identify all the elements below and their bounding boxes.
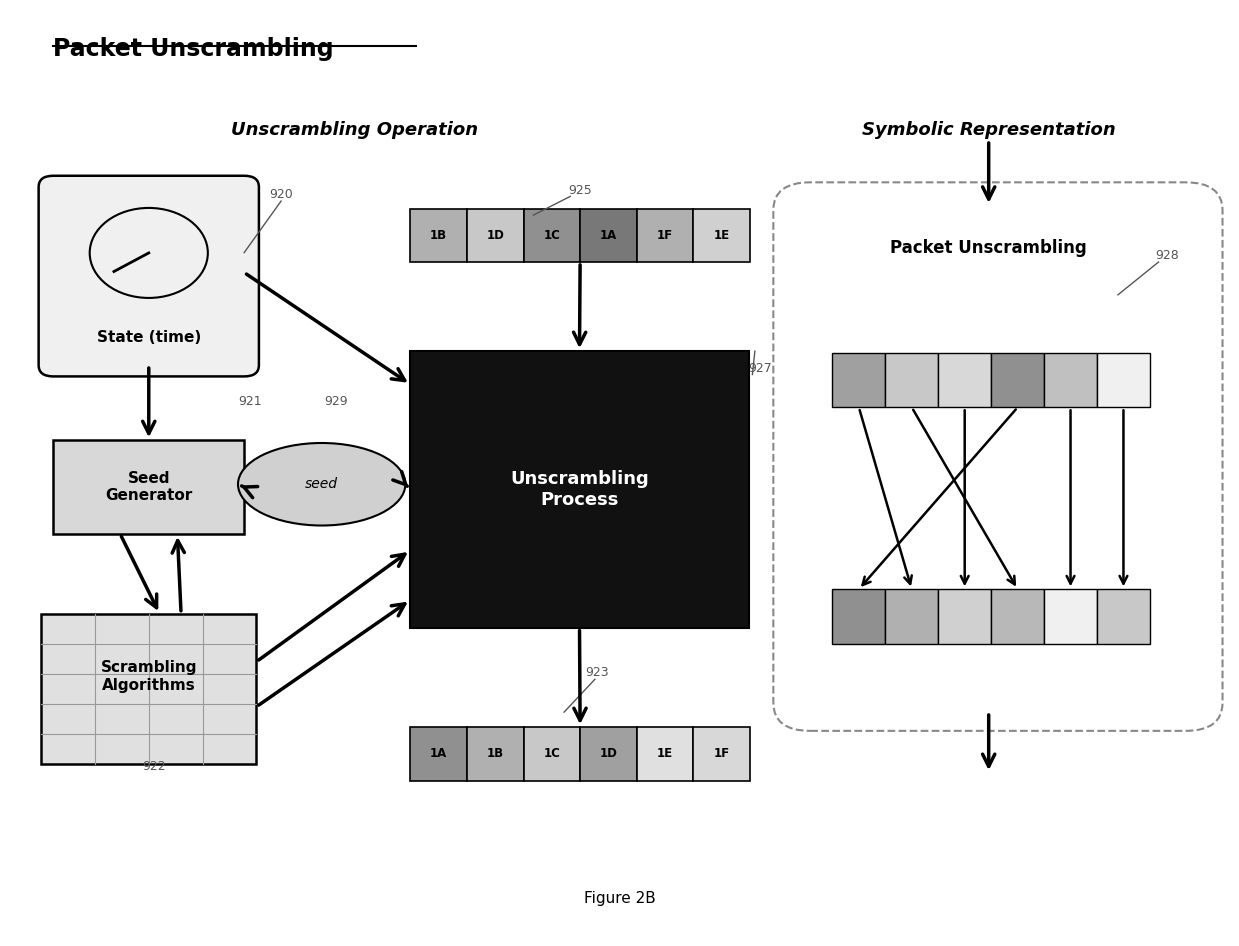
Bar <box>410 208 467 262</box>
Bar <box>467 727 524 780</box>
Text: State (time): State (time) <box>97 329 201 344</box>
Bar <box>886 353 938 408</box>
Bar <box>524 208 580 262</box>
Text: 1D: 1D <box>486 229 504 242</box>
Text: 920: 920 <box>269 188 292 201</box>
Bar <box>833 589 886 643</box>
Text: 1C: 1C <box>544 229 560 242</box>
FancyBboxPatch shape <box>41 614 256 763</box>
Text: Unscrambling
Process: Unscrambling Process <box>510 470 649 509</box>
Bar <box>467 208 524 262</box>
Text: 1D: 1D <box>600 747 617 761</box>
Bar <box>886 589 938 643</box>
FancyBboxPatch shape <box>53 440 244 534</box>
Text: 929: 929 <box>325 395 348 409</box>
Bar <box>991 353 1044 408</box>
Text: 922: 922 <box>142 761 166 773</box>
Bar <box>991 589 1044 643</box>
Text: 1F: 1F <box>657 229 673 242</box>
Bar <box>1097 589 1150 643</box>
Text: 921: 921 <box>238 395 261 409</box>
Text: seed: seed <box>305 477 338 491</box>
Text: 1A: 1A <box>600 229 617 242</box>
Bar <box>637 208 694 262</box>
Text: Scrambling
Algorithms: Scrambling Algorithms <box>100 660 197 692</box>
Bar <box>410 727 467 780</box>
Text: 1E: 1E <box>657 747 673 761</box>
Bar <box>524 727 580 780</box>
Bar <box>1097 353 1150 408</box>
Text: 1C: 1C <box>544 747 560 761</box>
Text: 1B: 1B <box>487 747 504 761</box>
Bar <box>833 353 886 408</box>
FancyBboxPatch shape <box>773 183 1223 731</box>
Text: Unscrambling Operation: Unscrambling Operation <box>232 121 478 139</box>
Text: 927: 927 <box>748 361 772 375</box>
Bar <box>580 727 637 780</box>
Bar <box>410 351 748 628</box>
Text: 928: 928 <box>1155 249 1178 262</box>
Bar <box>694 208 750 262</box>
Text: Packet Unscrambling: Packet Unscrambling <box>891 238 1087 256</box>
Text: 1B: 1B <box>430 229 447 242</box>
Text: 1F: 1F <box>714 747 730 761</box>
Text: 923: 923 <box>585 667 608 679</box>
Text: Seed
Generator: Seed Generator <box>105 471 192 503</box>
Text: 1E: 1E <box>714 229 730 242</box>
Bar <box>938 353 991 408</box>
Text: 1A: 1A <box>430 747 447 761</box>
Bar <box>1044 589 1097 643</box>
FancyBboxPatch shape <box>38 176 259 377</box>
Text: Packet Unscrambling: Packet Unscrambling <box>53 37 335 61</box>
Bar <box>938 589 991 643</box>
Text: Symbolic Representation: Symbolic Representation <box>862 121 1115 139</box>
Text: 925: 925 <box>567 184 591 197</box>
Ellipse shape <box>238 443 405 526</box>
Bar <box>694 727 750 780</box>
Bar <box>1044 353 1097 408</box>
Bar <box>637 727 694 780</box>
Text: Figure 2B: Figure 2B <box>584 891 655 906</box>
Bar <box>580 208 637 262</box>
